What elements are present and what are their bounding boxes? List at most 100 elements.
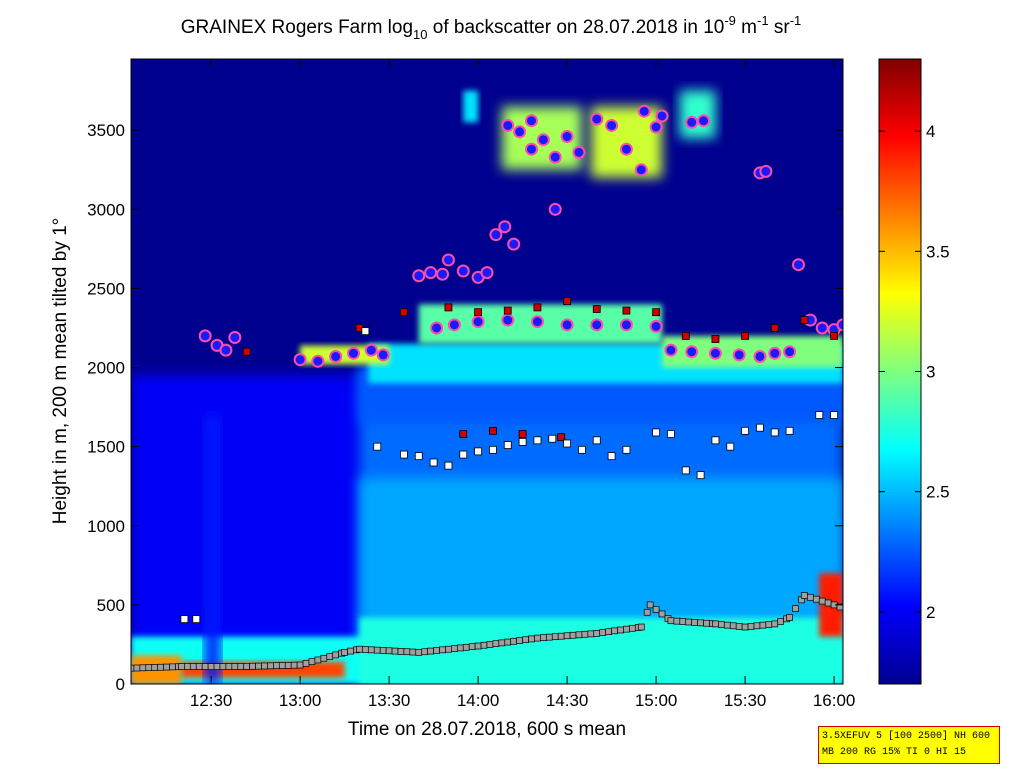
cloud-base-marker — [605, 118, 619, 132]
cloud-base-marker — [525, 142, 538, 156]
boundary-layer-marker — [391, 647, 399, 655]
boundary-layer-marker — [581, 630, 589, 638]
boundary-layer-marker — [753, 622, 761, 630]
white-layer-marker — [400, 450, 408, 459]
cloud-base-marker — [655, 109, 669, 123]
white-layer-marker — [711, 436, 720, 445]
boundary-layer-marker — [267, 662, 274, 670]
white-layer-marker — [578, 445, 586, 454]
white-layer-marker — [592, 436, 601, 445]
boundary-layer-marker — [468, 643, 476, 651]
boundary-layer-marker — [409, 648, 417, 656]
cloud-base-marker — [792, 258, 805, 272]
boundary-layer-marker — [151, 664, 159, 671]
white-layer-marker — [830, 411, 838, 419]
cloud-base-marker — [219, 343, 233, 357]
boundary-layer-marker — [551, 633, 559, 641]
x-tick-label: 16:00 — [813, 691, 856, 710]
boundary-layer-marker — [679, 618, 687, 625]
cloud-base-marker — [759, 164, 773, 178]
white-layer-marker — [726, 442, 735, 451]
white-layer-marker — [770, 428, 779, 437]
boundary-layer-marker — [629, 624, 636, 632]
y-tick-label: 1500 — [87, 438, 125, 457]
boundary-layer-marker — [195, 663, 203, 670]
cloud-base-marker — [637, 104, 651, 118]
cloud-base-marker — [619, 318, 633, 332]
boundary-layer-marker — [824, 599, 832, 607]
boundary-layer-marker — [362, 646, 369, 653]
colorbar-tick-label: 4 — [926, 122, 935, 141]
cloud-base-marker — [649, 319, 663, 333]
processing-info-box: 3.5XEFUV 5 [100 2500] NH 600 MB 200 RG 1… — [818, 726, 1000, 764]
x-tick-label: 12:30 — [190, 691, 233, 710]
white-layer-marker — [459, 450, 468, 459]
info-line-1: 3.5XEFUV 5 [100 2500] NH 600 — [822, 731, 991, 742]
y-tick-label: 3500 — [87, 121, 125, 140]
cloud-base-marker — [441, 253, 455, 267]
white-layer-marker — [518, 438, 527, 446]
cloud-base-marker — [560, 130, 574, 144]
boundary-layer-marker — [163, 663, 170, 671]
boundary-layer-marker — [575, 631, 583, 639]
boundary-layer-marker — [673, 617, 681, 625]
boundary-layer-marker — [169, 663, 176, 671]
cloud-base-marker — [364, 343, 378, 357]
boundary-layer-marker — [480, 641, 488, 649]
boundary-layer-marker — [308, 658, 316, 665]
boundary-layer-marker — [397, 648, 405, 655]
cloud-base-marker — [590, 112, 604, 126]
boundary-layer-marker — [786, 614, 793, 621]
info-line-2: MB 200 RG 15% TI 0 HI 15 — [822, 747, 967, 758]
boundary-layer-marker — [569, 631, 577, 639]
colorbar-tick-label: 3.5 — [926, 242, 950, 261]
white-layer-marker — [548, 434, 557, 443]
boundary-layer-marker — [178, 663, 185, 670]
colorbar-ticks: 2 2.5 3 3.5 4 — [879, 122, 950, 622]
boundary-layer-marker — [691, 619, 699, 626]
boundary-layer-marker — [792, 605, 799, 613]
boundary-layer-marker — [302, 659, 310, 667]
boundary-layer-marker — [157, 663, 165, 671]
cloud-base-marker — [619, 142, 633, 156]
cloud-base-marker — [685, 115, 699, 129]
colorbar: 2 2.5 3 3.5 4 — [878, 58, 950, 685]
white-layer-marker — [373, 442, 382, 451]
cloud-base-marker — [501, 118, 515, 132]
boundary-layer-marker — [184, 663, 191, 670]
boundary-layer-marker — [729, 622, 737, 630]
cloud-base-marker — [560, 318, 574, 332]
red-layer-marker — [557, 433, 566, 442]
boundary-layer-marker — [456, 644, 464, 652]
boundary-layer-marker — [201, 663, 209, 670]
red-layer-marker — [652, 308, 660, 317]
boundary-layer-marker — [243, 663, 251, 670]
boundary-layer-marker — [605, 628, 612, 636]
boundary-layer-marker — [385, 647, 393, 655]
cloud-base-marker — [815, 321, 829, 335]
boundary-layer-marker — [237, 663, 245, 670]
boundary-layer-marker — [373, 646, 381, 654]
boundary-layer-marker — [818, 597, 826, 605]
red-layer-marker — [489, 426, 497, 435]
boundary-layer-marker — [643, 608, 651, 616]
boundary-layer-marker — [421, 648, 429, 656]
boundary-layer-marker — [356, 645, 363, 653]
boundary-layer-marker — [812, 595, 820, 603]
boundary-layer-marker — [836, 603, 843, 611]
red-layer-marker — [622, 306, 631, 315]
red-layer-marker — [459, 430, 468, 438]
y-tick-label: 1000 — [87, 517, 125, 536]
colorbar-tick-label: 2 — [926, 603, 935, 622]
boundary-layer-marker — [486, 641, 494, 648]
boundary-layer-marker — [341, 649, 348, 656]
boundary-layer-marker — [415, 649, 423, 656]
white-layer-marker — [533, 436, 542, 445]
boundary-layer-marker — [587, 630, 595, 638]
boundary-layer-marker — [540, 634, 547, 641]
boundary-layer-marker — [133, 664, 141, 672]
heatmap-region — [679, 90, 716, 139]
plot-frame — [130, 58, 844, 685]
boundary-layer-marker — [219, 663, 227, 670]
heatmap-region — [463, 90, 479, 123]
